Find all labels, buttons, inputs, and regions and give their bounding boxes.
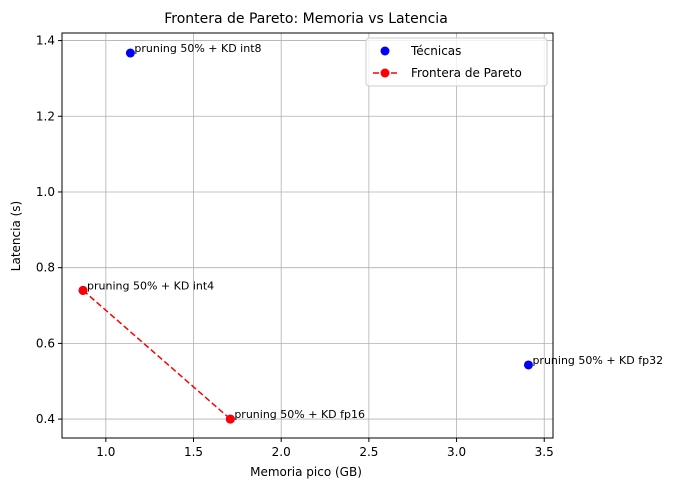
x-tick-label: 2.5 xyxy=(359,445,378,459)
x-tick-label: 3.0 xyxy=(447,445,466,459)
ticks-layer: 1.0 1.5 2.0 2.5 3.0 3.5 0.4 0.6 0.8 1.0 1.2 1.4 xyxy=(36,34,554,459)
y-tick-label: 0.4 xyxy=(36,412,55,426)
x-tick-label: 2.0 xyxy=(272,445,291,459)
y-tick-label: 1.0 xyxy=(36,185,55,199)
legend: Técnicas Frontera de Pareto xyxy=(365,37,548,87)
plot-frame xyxy=(61,32,554,439)
pareto-line-layer xyxy=(82,289,231,420)
pareto-line xyxy=(82,289,231,420)
legend-marker-pareto xyxy=(380,68,390,78)
y-tick-label: 0.6 xyxy=(36,336,55,350)
chart-title: Frontera de Pareto: Memoria vs Latencia xyxy=(164,11,448,27)
points-layer xyxy=(78,48,533,424)
x-axis-label: Memoria pico (GB) xyxy=(250,465,362,479)
y-tick-label: 1.4 xyxy=(36,34,55,48)
data-point xyxy=(523,360,533,370)
point-label: pruning 50% + KD int4 xyxy=(87,279,214,292)
point-label: pruning 50% + KD fp16 xyxy=(234,408,365,421)
y-tick-label: 1.2 xyxy=(36,109,55,123)
legend-box xyxy=(365,37,548,87)
y-tick-label: 0.8 xyxy=(36,261,55,275)
pareto-point xyxy=(225,414,235,424)
x-tick-label: 3.5 xyxy=(535,445,554,459)
legend-label-tecnicas: Técnicas xyxy=(410,44,461,58)
x-tick-label: 1.0 xyxy=(96,445,115,459)
grid xyxy=(62,33,553,438)
point-label: pruning 50% + KD fp32 xyxy=(532,354,663,367)
pareto-point xyxy=(78,285,88,295)
data-point xyxy=(125,48,135,58)
y-axis-label: Latencia (s) xyxy=(9,201,23,271)
legend-label-pareto: Frontera de Pareto xyxy=(411,66,522,80)
legend-marker-tecnicas xyxy=(380,46,390,56)
point-label: pruning 50% + KD int8 xyxy=(134,42,261,55)
point-labels-layer: pruning 50% + KD int8 pruning 50% + KD in… xyxy=(87,42,663,421)
x-tick-label: 1.5 xyxy=(184,445,203,459)
